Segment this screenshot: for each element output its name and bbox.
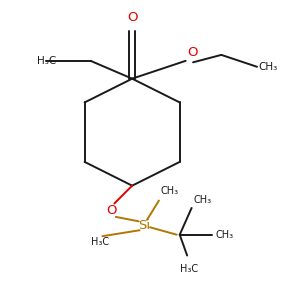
Text: O: O — [187, 46, 198, 59]
Text: O: O — [127, 11, 137, 24]
Text: O: O — [106, 204, 117, 218]
Text: CH₃: CH₃ — [193, 195, 211, 205]
Text: CH₃: CH₃ — [215, 230, 233, 240]
Text: CH₃: CH₃ — [160, 186, 178, 196]
Text: H₃C: H₃C — [37, 56, 56, 66]
Text: CH₃: CH₃ — [259, 62, 278, 72]
Text: H₃C: H₃C — [180, 264, 198, 274]
Text: H₃C: H₃C — [91, 237, 109, 247]
Text: Si: Si — [138, 219, 150, 232]
